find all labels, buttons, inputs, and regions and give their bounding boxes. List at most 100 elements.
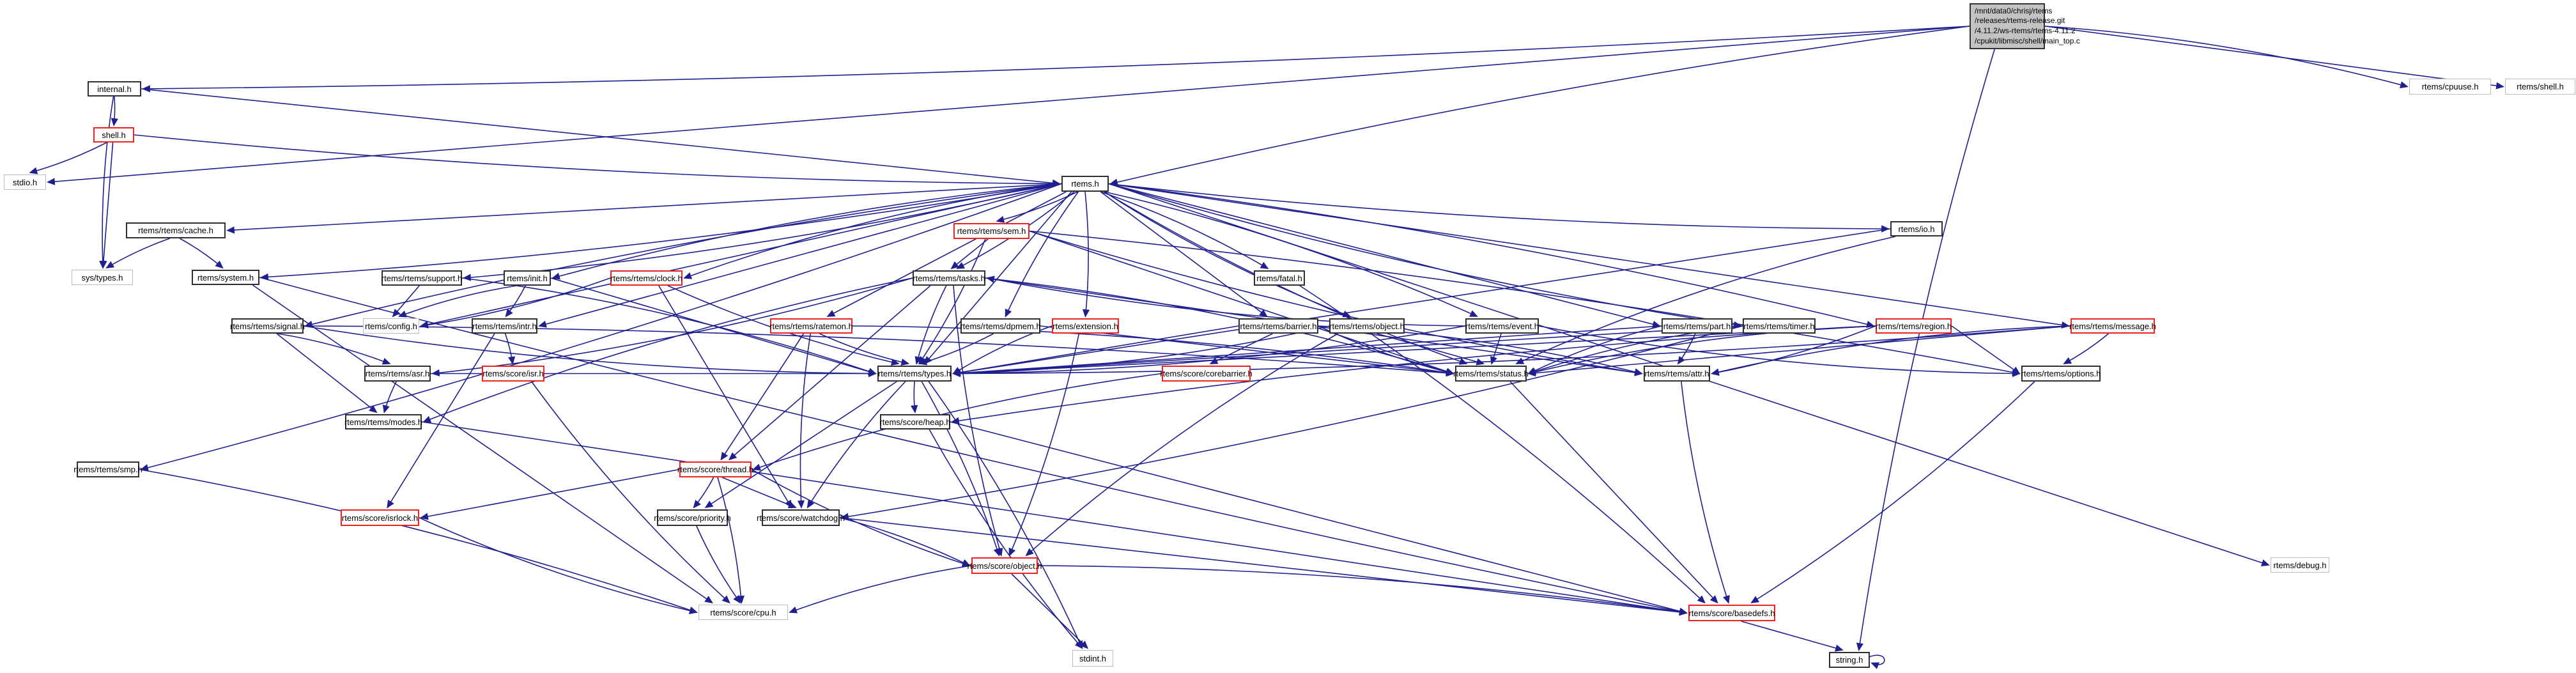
graph-node-event[interactable]: rtems/rtems/event.h — [1465, 318, 1539, 334]
graph-node-fatal[interactable]: rtems/fatal.h — [1254, 270, 1305, 286]
graph-node-config: rtems/config.h — [363, 318, 419, 334]
graph-edge-scoreobj-stdint — [1011, 573, 1089, 649]
graph-edge-ratemon-types — [819, 333, 910, 366]
node-label: rtems/rtems/types.h — [877, 369, 952, 378]
graph-edge-shellh-stdio — [29, 142, 107, 174]
graph-node-scoreobj[interactable]: rtems/score/object.h — [967, 557, 1042, 574]
node-label: rtems/rtems/signal.h — [229, 321, 305, 331]
graph-node-clock[interactable]: rtems/rtems/clock.h — [610, 270, 683, 286]
graph-node-status[interactable]: rtems/rtems/status.h — [1453, 366, 1529, 382]
graph-edge-tasks-modes — [422, 277, 913, 423]
node-label: internal.h — [97, 84, 132, 94]
node-label: rtems/score/heap.h — [879, 417, 951, 427]
graph-edge-object2-types — [952, 325, 1330, 377]
graph-edge-rtemsh-barrier — [1100, 191, 1268, 318]
graph-edge-init-config — [398, 285, 517, 318]
graph-edge-io-status — [1515, 236, 1896, 364]
graph-edge-rtemsh-message — [1108, 183, 2070, 329]
graph-edge-part-attr — [1677, 333, 1696, 365]
node-label: rtems/config.h — [365, 321, 417, 331]
graph-edge-root-stdio — [47, 26, 1970, 185]
graph-node-signal[interactable]: rtems/rtems/signal.h — [229, 318, 305, 334]
node-label: rtems/score/isr.h — [482, 369, 544, 378]
graph-edge-io-types — [952, 228, 1891, 376]
graph-node-isr[interactable]: rtems/score/isr.h — [482, 366, 544, 382]
graph-node-asr[interactable]: rtems/rtems/asr.h — [364, 366, 431, 382]
graph-edge-corebarrier-thread — [752, 373, 1162, 471]
node-label: rtems/init.h — [507, 273, 548, 283]
graph-edge-rtemsh-init — [551, 183, 1062, 280]
graph-edge-watchdog-basedefs — [839, 517, 1688, 616]
graph-edge-intr-isr — [504, 333, 516, 365]
node-label: rtems/rtems/dpmem.h — [960, 321, 1041, 331]
graph-edge-shellh-rtemsh — [134, 134, 1061, 188]
graph-node-object2[interactable]: rtems/rtems/object.h — [1329, 318, 1405, 334]
graph-node-dpmem[interactable]: rtems/rtems/dpmem.h — [960, 318, 1041, 334]
graph-edge-rtemsh-region — [1108, 183, 1875, 328]
graph-edge-rtemsh-intr — [538, 183, 1062, 328]
graph-edge-rtemsh-system — [260, 183, 1062, 281]
graph-node-support[interactable]: rtems/rtems/support.h — [382, 270, 462, 286]
node-label: rtems/score/thread.h — [677, 465, 754, 474]
graph-edge-scoreobj-cpu — [789, 565, 972, 614]
graph-edge-message-options — [2063, 333, 2109, 364]
graph-node-sem[interactable]: rtems/rtems/sem.h — [953, 223, 1030, 239]
graph-node-internal[interactable]: internal.h — [88, 81, 141, 97]
graph-node-barrier[interactable]: rtems/rtems/barrier.h — [1238, 318, 1318, 334]
graph-edge-types-stdint — [928, 381, 1083, 649]
graph-node-options[interactable]: rtems/rtems/options.h — [2021, 366, 2101, 382]
graph-node-tasks[interactable]: rtems/rtems/tasks.h — [913, 270, 985, 286]
graph-node-extension[interactable]: rtems/extension.h — [1052, 318, 1119, 334]
graph-node-stdio: stdio.h — [4, 174, 46, 190]
graph-node-isrlock[interactable]: rtems/score/isrlock.h — [341, 509, 419, 526]
graph-edge-string-string — [1869, 654, 1885, 669]
graph-node-io[interactable]: rtems/io.h — [1890, 221, 1943, 236]
graph-node-heap[interactable]: rtems/score/heap.h — [879, 414, 951, 429]
graph-node-priority[interactable]: rtems/score/priority.h — [654, 509, 731, 526]
node-label: rtems/rtems/clock.h — [610, 273, 683, 283]
graph-edge-options-basedefs — [1750, 381, 2035, 604]
graph-node-ratemon[interactable]: rtems/rtems/ratemon.h — [769, 318, 853, 334]
graph-edge-tasks-asr — [431, 277, 913, 376]
graph-node-system[interactable]: rtems/system.h — [192, 270, 259, 285]
node-label: rtems/rtems/modes.h — [344, 417, 423, 427]
graph-edge-types-heap — [911, 381, 918, 414]
graph-node-part[interactable]: rtems/rtems/part.h — [1662, 318, 1732, 334]
graph-node-root: /mnt/data0/chrisj/rtems/releases/rtems-r… — [1970, 3, 2080, 49]
graph-edge-rtemsh-fatal — [1100, 191, 1269, 269]
graph-node-basedefs[interactable]: rtems/score/basedefs.h — [1688, 605, 1775, 621]
node-label: rtems/debug.h — [2273, 560, 2327, 570]
graph-edge-region-types — [952, 325, 1876, 377]
graph-node-smp[interactable]: rtems/rtems/smp.h — [73, 461, 143, 477]
graph-edge-init-intr — [505, 285, 526, 318]
graph-node-message[interactable]: rtems/rtems/message.h — [2069, 318, 2156, 334]
graph-node-modes[interactable]: rtems/rtems/modes.h — [344, 414, 423, 429]
graph-edge-shellh-systypes — [100, 142, 114, 269]
graph-node-shellh[interactable]: shell.h — [93, 127, 134, 143]
graph-node-watchdog[interactable]: rtems/score/watchdog.h — [757, 509, 845, 526]
graph-node-attr[interactable]: rtems/rtems/attr.h — [1644, 366, 1710, 382]
graph-node-thread[interactable]: rtems/score/thread.h — [677, 461, 754, 477]
graph-node-region[interactable]: rtems/rtems/region.h — [1876, 318, 1952, 334]
graph-node-corebarrier[interactable]: rtems/score/corebarrier.h — [1160, 366, 1253, 382]
graph-edge-scoreobj-basedefs — [1037, 565, 1688, 616]
graph-node-rtemsh[interactable]: rtems.h — [1061, 176, 1109, 192]
graph-node-init[interactable]: rtems/init.h — [504, 270, 551, 286]
graph-node-timer[interactable]: rtems/rtems/timer.h — [1743, 318, 1816, 334]
graph-node-intr[interactable]: rtems/rtems/intr.h — [472, 318, 537, 334]
graph-edge-timer-types — [952, 325, 1743, 377]
graph-edge-rtemsh-dpmem — [1005, 191, 1079, 318]
graph-node-cache[interactable]: rtems/rtems/cache.h — [126, 222, 226, 238]
graph-edge-sem-tasks — [950, 238, 989, 270]
graph-node-stdint: stdint.h — [1072, 650, 1113, 667]
graph-edge-root-rtemsh — [1109, 26, 1970, 186]
graph-edge-attr-basedefs — [1681, 381, 1730, 604]
graph-node-string[interactable]: string.h — [1829, 652, 1870, 668]
graph-node-types[interactable]: rtems/rtems/types.h — [877, 366, 952, 382]
graph-edge-root-cpuuse — [2044, 26, 2409, 89]
graph-edge-rtemsh-signal — [304, 183, 1062, 328]
graph-node-debug: rtems/debug.h — [2271, 557, 2329, 573]
graph-edge-signal-types — [303, 325, 877, 378]
graph-edge-thread-isrlock — [420, 468, 680, 520]
